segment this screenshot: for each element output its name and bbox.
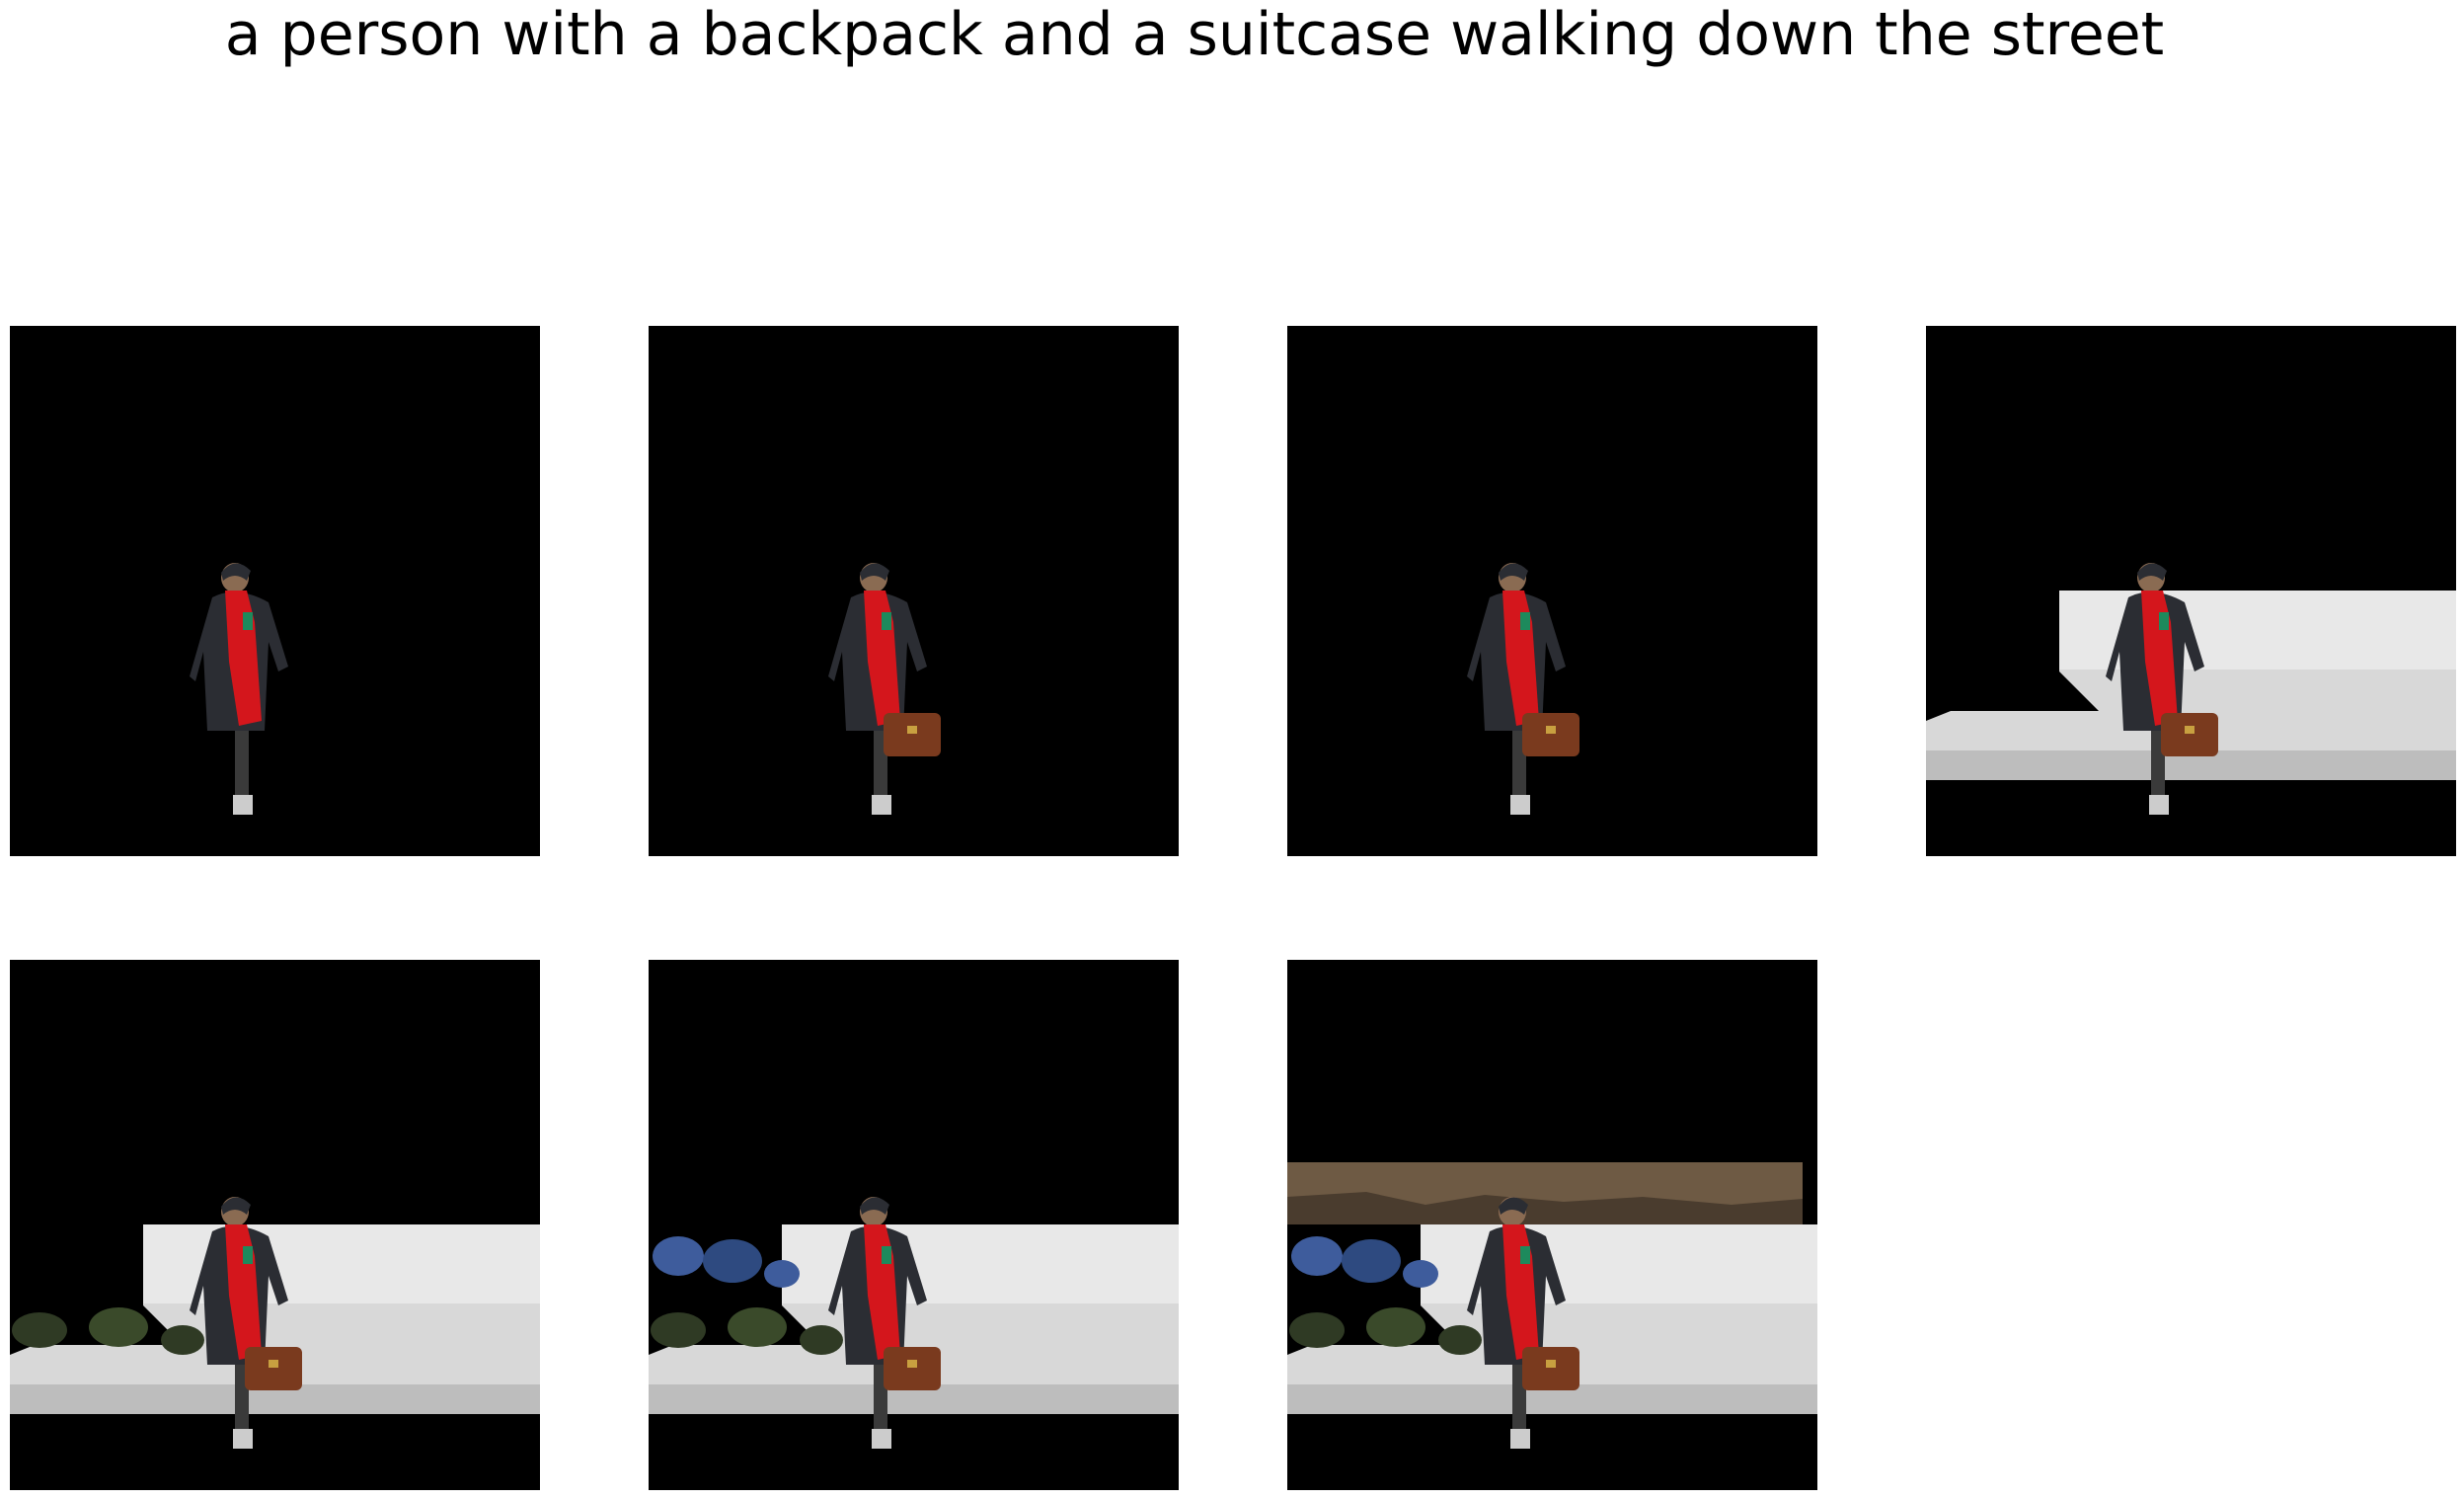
bench-region <box>649 1224 1179 1414</box>
bench-region <box>1926 591 2456 780</box>
handbag <box>1522 713 1579 756</box>
plants-region <box>651 1236 843 1355</box>
plants-region <box>1289 1236 1482 1355</box>
person-figure <box>828 1197 927 1449</box>
person-figure <box>1467 1197 1566 1449</box>
masked-image-2 <box>649 326 1179 856</box>
masked-image-3 <box>1287 326 1817 856</box>
masked-image-6 <box>649 960 1179 1490</box>
masked-image-7 <box>1287 960 1817 1490</box>
masked-image-1 <box>10 326 540 856</box>
segmentation-panel-3 <box>1287 326 1817 856</box>
figure-caption: a person with a backpack and a suitcase … <box>224 0 2165 69</box>
masked-image-4 <box>1926 326 2456 856</box>
handbag <box>884 713 941 756</box>
segmentation-panel-6 <box>649 960 1179 1490</box>
handbag <box>884 1347 941 1390</box>
handbag <box>245 1347 302 1390</box>
person-figure <box>2106 563 2204 815</box>
segmentation-panel-2 <box>649 326 1179 856</box>
handbag <box>1522 1347 1579 1390</box>
handbag <box>2161 713 2218 756</box>
masked-image-5 <box>10 960 540 1490</box>
trees-region <box>1287 1162 1803 1224</box>
person-figure <box>190 563 288 815</box>
person-figure <box>828 563 927 815</box>
segmentation-panel-4 <box>1926 326 2456 856</box>
segmentation-panel-5 <box>10 960 540 1490</box>
plants-region <box>12 1307 204 1355</box>
person-figure <box>1467 563 1566 815</box>
segmentation-panel-7 <box>1287 960 1817 1490</box>
segmentation-panel-1 <box>10 326 540 856</box>
person-figure <box>190 1197 288 1449</box>
